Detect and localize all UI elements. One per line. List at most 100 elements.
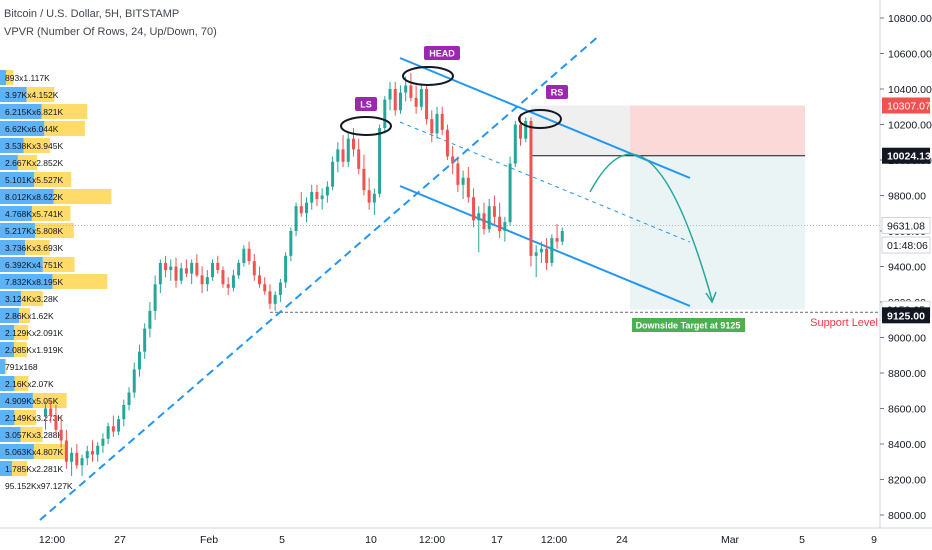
candle-body	[305, 202, 308, 214]
candle-body	[231, 275, 235, 288]
candle-body	[451, 156, 455, 164]
volume-profile: 893x1.117K 3.97Kx4.152K 6.215Kx6.821K 6.62K…	[0, 70, 112, 491]
candle-body	[508, 163, 512, 223]
candle-body	[310, 191, 314, 203]
volume-profile-down-bar	[11, 461, 28, 476]
volume-profile-down-bar	[25, 240, 50, 255]
candle-body	[498, 216, 502, 231]
volume-profile-down-bar	[5, 70, 14, 85]
volume-profile-up-bar	[0, 291, 21, 306]
candle-body	[216, 262, 220, 271]
downside-target-bg	[632, 318, 745, 332]
volume-profile-down-bar	[52, 274, 108, 289]
volume-profile-label: 5.217Kx5.808K	[5, 226, 63, 236]
candle-body	[524, 120, 528, 139]
candle-body	[461, 177, 465, 185]
volume-profile-label: 791x168	[5, 362, 38, 372]
candle-body	[268, 291, 272, 304]
time-tick-label: 9	[871, 534, 877, 546]
volume-profile-down-bar	[20, 291, 43, 306]
volume-profile-label: 6.215Kx6.821K	[5, 107, 63, 117]
volume-profile-down-bar	[14, 410, 37, 425]
candle-body	[284, 255, 288, 283]
candle-body	[320, 195, 324, 200]
candle-body	[341, 149, 345, 162]
volume-profile-label: 2.86Kx1.62K	[5, 311, 54, 321]
candle-body	[200, 275, 204, 285]
right-shoulder-label: RS	[551, 88, 564, 98]
candle-body	[278, 282, 282, 295]
volume-profile-up-bar	[0, 325, 15, 340]
dashed-trendline	[39, 34, 601, 521]
time-tick-label: 12:00	[541, 534, 567, 546]
candle-body	[59, 429, 63, 441]
left-shoulder-label: LS	[360, 100, 372, 110]
volume-profile-down-bar	[19, 308, 31, 323]
volume-profile-up-bar	[0, 172, 35, 187]
candle-body	[539, 248, 543, 253]
volume-profile-up-bar	[0, 410, 15, 425]
price-tick-label: 10600.00	[888, 49, 932, 61]
volume-profile-down-bar	[14, 376, 29, 391]
candle-body	[325, 186, 329, 196]
volume-profile-label: 6.62Kx6.044K	[5, 124, 59, 134]
candle-body	[435, 113, 439, 134]
time-tick-label: 12:00	[419, 534, 445, 546]
candle-body	[143, 328, 147, 352]
candle-body	[111, 426, 115, 432]
candle-body	[273, 294, 277, 304]
candle-body	[555, 238, 559, 242]
volume-profile-down-bar	[17, 155, 37, 170]
candle-body	[351, 138, 355, 150]
candle-body	[466, 177, 470, 198]
volume-profile-label: 4.909Kx5.05K	[5, 396, 59, 406]
time-tick-label: 10	[365, 534, 377, 546]
volume-profile-label: 4.768Kx5.741K	[5, 209, 63, 219]
volume-profile-up-bar	[0, 121, 45, 136]
volume-profile-up-bar	[0, 155, 18, 170]
price-tick-label: 10400.00	[888, 84, 932, 96]
candle-body	[425, 89, 429, 120]
position-target-zone	[630, 155, 805, 310]
price-tick-label: 8600.00	[888, 404, 926, 416]
price-tick-label: 9800.00	[888, 191, 926, 203]
volume-profile-down-bar	[44, 121, 85, 136]
price-label: 10307.07	[887, 100, 931, 112]
volume-profile-label: 2.085Kx1.919K	[5, 345, 63, 355]
candle-body	[190, 262, 194, 274]
candle-body	[529, 120, 533, 256]
volume-profile-label: 2.149Kx3.273K	[5, 413, 63, 423]
candle-body	[440, 113, 444, 130]
candle-body	[96, 445, 100, 455]
volume-profile-down-bar	[53, 189, 112, 204]
time-tick-label: Feb	[200, 534, 218, 546]
candle-body	[398, 92, 402, 111]
volume-profile-label: 3.538Kx3.945K	[5, 141, 63, 151]
price-label-bg	[882, 147, 930, 164]
candle-body	[393, 89, 397, 111]
position-risk-zone	[630, 105, 805, 156]
volume-profile-up-bar	[0, 70, 6, 85]
channel-lower-line	[399, 185, 691, 307]
price-label: 9631.08	[887, 220, 925, 232]
price-label: 01:48:06	[887, 240, 928, 252]
volume-profile-label: 2.16Kx2.07K	[5, 379, 54, 389]
time-axis[interactable]: 12:00 27 Feb 5 10 12:00 17 12:00 24 Mar 5 9	[0, 527, 932, 546]
pattern-annotations: HEAD LS RS Downside Target at 9125 Support L…	[340, 46, 878, 332]
volume-profile-label: 893x1.117K	[5, 73, 50, 83]
volume-profile-up-bar	[0, 240, 26, 255]
volume-profile-up-bar	[0, 308, 20, 323]
chart-drawings	[0, 34, 880, 521]
volume-profile-label: 7.832Kx8.195K	[5, 277, 63, 287]
candle-body	[482, 213, 486, 230]
volume-profile-label: 5.063Kx4.807K	[5, 447, 63, 457]
volume-profile-up-bar	[0, 223, 35, 238]
volume-profile-down-bar	[23, 138, 51, 153]
price-tick-label: 10200.00	[888, 120, 932, 132]
volume-profile-down-bar	[5, 359, 7, 374]
candle-body	[503, 222, 507, 231]
price-axis[interactable]: 8000.00 8200.00 8400.00 8600.00 8800.00 9000.…	[879, 0, 932, 528]
volume-profile-label: 6.392Kx4.751K	[5, 260, 63, 270]
price-tick-label: 8200.00	[888, 475, 926, 487]
